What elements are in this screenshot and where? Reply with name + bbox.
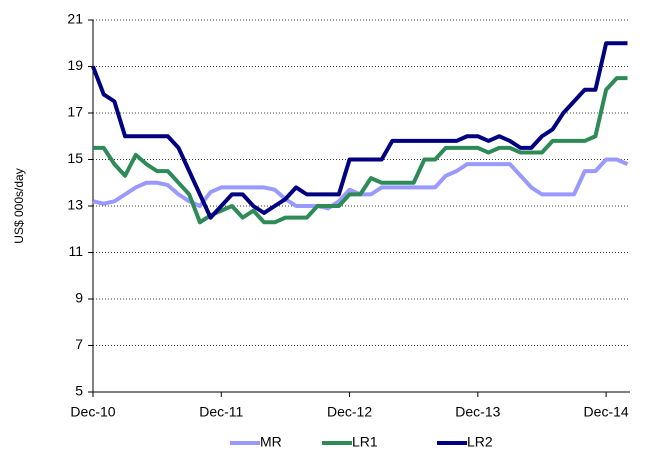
x-tick-label: Dec-13 [455,404,500,420]
legend-label: LR1 [352,434,378,450]
legend-label: MR [260,434,282,450]
y-tick-label: 21 [67,11,83,27]
y-tick-label: 9 [75,290,83,306]
y-tick-label: 13 [67,197,83,213]
y-tick-label: 19 [67,57,83,73]
legend-label: LR2 [467,434,493,450]
series-line [92,157,629,211]
y-axis-title: US$ 000s/day [12,168,26,243]
y-tick-label: 15 [67,150,83,166]
x-tick-label: Dec-10 [70,404,115,420]
series-line [91,41,628,220]
y-tick-label: 11 [68,243,83,259]
y-tick-label: 5 [75,383,83,399]
x-tick-label: Dec-14 [584,404,629,420]
x-tick-label: Dec-12 [327,404,372,420]
x-tick-label: Dec-11 [199,404,243,420]
y-tick-label: 7 [75,336,83,352]
y-tick-label: 17 [67,104,83,120]
series-line [93,76,628,225]
